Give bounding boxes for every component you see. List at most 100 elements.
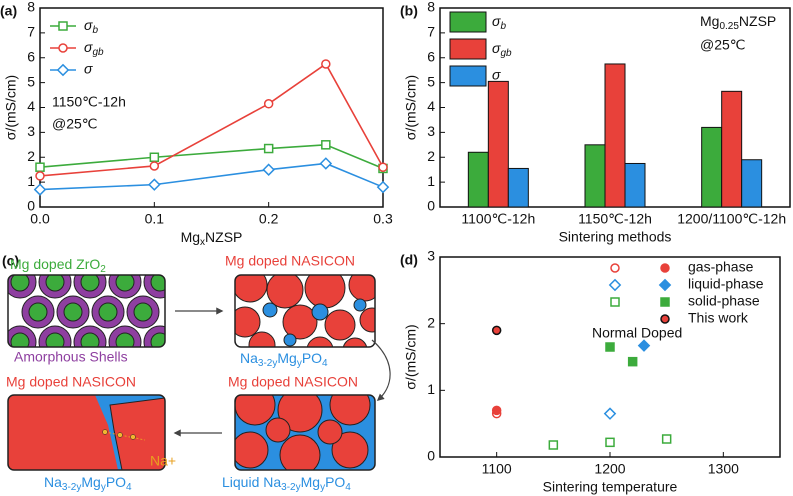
y-tick-label: 0	[427, 448, 435, 464]
annotation: @25℃	[52, 116, 98, 132]
x-tick-label: 0.0	[30, 211, 50, 227]
marker	[637, 339, 651, 352]
core	[45, 275, 65, 292]
text-part: PO	[106, 474, 126, 490]
grain	[324, 309, 356, 341]
grain	[304, 275, 346, 309]
text-part: x	[200, 237, 205, 248]
text-part: σ	[492, 13, 501, 29]
y-tick-label: 3	[427, 248, 435, 264]
grain	[279, 434, 321, 470]
y-tick-label: 2	[27, 148, 35, 164]
label: Mg doped NASICON	[228, 374, 358, 390]
y-tick-label: 6	[427, 48, 435, 64]
legend-label: σ	[492, 67, 501, 83]
marker	[660, 297, 670, 307]
text-part: σ	[84, 17, 93, 33]
marker	[149, 152, 160, 162]
grain	[266, 275, 304, 309]
marker	[148, 178, 161, 191]
x-tick-label: 1200/1100℃-12h	[677, 211, 786, 227]
bar	[741, 159, 763, 208]
panel-label: (d)	[400, 252, 418, 268]
marker	[58, 21, 68, 31]
box-frame	[234, 394, 376, 471]
x-axis-label: MgxNZSP	[181, 229, 243, 248]
text-part: Mg	[700, 13, 719, 29]
box-liquid	[235, 395, 375, 470]
line	[39, 144, 384, 170]
marker	[33, 183, 47, 196]
y-tick-label: 2	[427, 148, 435, 164]
text-part: σ	[492, 40, 501, 56]
box-frame	[7, 394, 166, 471]
plot-frame	[39, 7, 384, 208]
text-part: gb	[92, 47, 104, 58]
marker	[263, 143, 274, 154]
marker	[605, 437, 615, 448]
marker	[321, 140, 331, 150]
y-tick-label: 1	[427, 381, 435, 397]
marker	[548, 440, 559, 450]
y-tick-label: 5	[27, 73, 35, 89]
legend-label: σgb	[84, 39, 104, 58]
marker	[321, 59, 331, 69]
marker	[58, 43, 68, 53]
core	[63, 302, 83, 322]
plot-frame	[439, 256, 781, 458]
marker	[658, 278, 672, 292]
text-part: y	[101, 482, 106, 493]
box-frame	[234, 274, 376, 348]
marker	[376, 180, 390, 194]
text-part: NZSP	[205, 229, 242, 245]
legend-label: gas-phase	[688, 259, 754, 275]
legend-label: solid-phase	[688, 293, 760, 309]
core	[28, 302, 48, 322]
marker	[56, 63, 70, 77]
annotation: @25℃	[700, 37, 746, 53]
annotation: Normal Doped	[592, 325, 682, 341]
legend-label: This work	[688, 310, 749, 326]
y-tick-label: 4	[427, 98, 435, 114]
text-part: Liquid Na	[222, 474, 281, 490]
grain	[353, 298, 367, 312]
marker	[605, 342, 615, 352]
marker	[610, 263, 620, 273]
marker	[491, 405, 502, 416]
core	[150, 332, 165, 347]
box-zro2	[8, 275, 165, 347]
x-tick-label: 1200	[594, 461, 625, 477]
x-tick-label: 0.2	[259, 211, 279, 227]
x-tick-label: 1300	[708, 461, 739, 477]
grain	[317, 419, 343, 445]
legend-label: σb	[84, 17, 98, 36]
marker	[378, 162, 388, 172]
box-nasicon	[235, 275, 375, 347]
marker	[660, 314, 670, 324]
panel-label: (c)	[2, 253, 19, 269]
x-tick-label: 1100	[482, 461, 512, 477]
text-part: Mg	[277, 350, 296, 366]
y-tick-label: 7	[27, 24, 35, 40]
marker	[263, 99, 274, 109]
y-tick-label: 2	[427, 314, 435, 330]
text-part: NZSP	[739, 13, 776, 29]
text-part: y	[320, 482, 325, 493]
x-tick-label: 0.1	[145, 211, 165, 227]
marker	[35, 171, 45, 181]
label: Na3-2yMgyPO4	[44, 474, 132, 493]
y-axis-label: σ/(mS/cm)	[403, 75, 419, 140]
panel-label: (a)	[0, 3, 17, 19]
y-tick-label: 0	[427, 198, 435, 214]
legend-swatch	[449, 11, 487, 33]
text-part: PO	[302, 350, 322, 366]
line	[39, 162, 384, 191]
marker	[660, 263, 670, 273]
text-part: Mg	[81, 474, 100, 490]
text-part: 2	[100, 264, 106, 275]
text-part: 4	[322, 358, 328, 369]
label: Amorphous Shells	[14, 349, 128, 365]
y-tick-label: 1	[27, 173, 35, 189]
grain	[235, 275, 268, 303]
